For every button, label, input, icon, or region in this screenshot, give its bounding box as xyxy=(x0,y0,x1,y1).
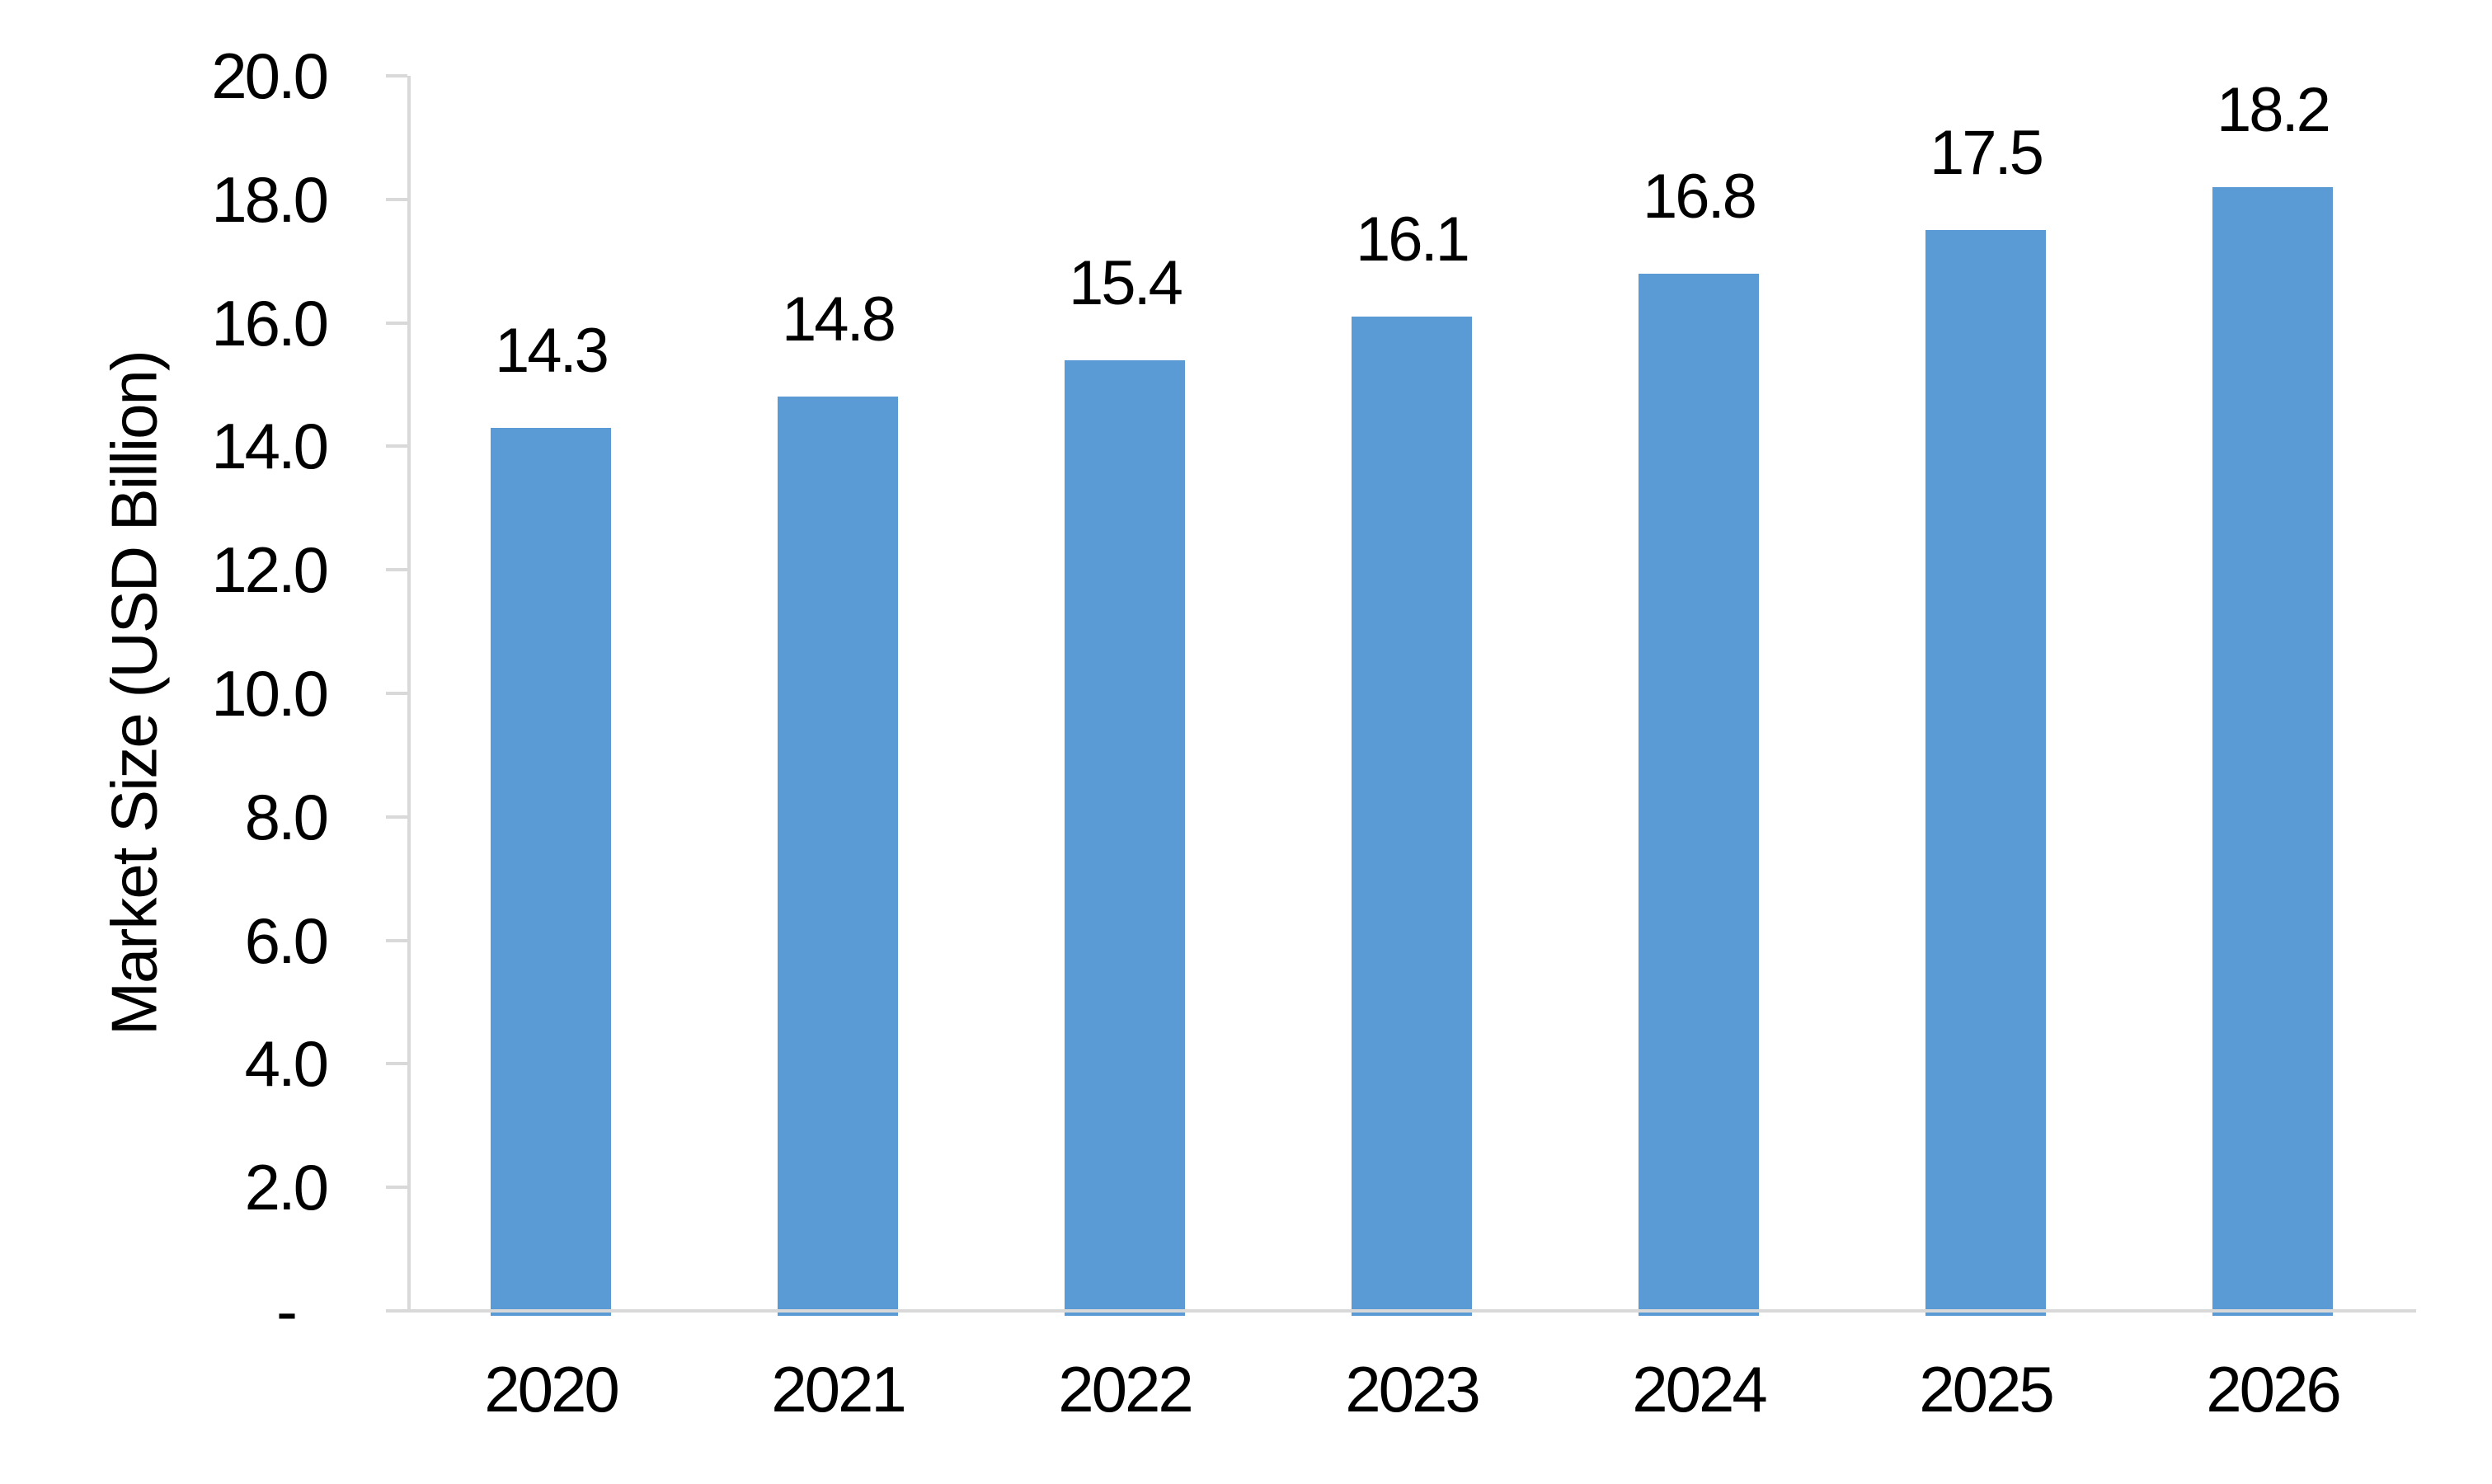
category-slot: 17.5 2025 xyxy=(1842,76,2129,1421)
y-tick-mark xyxy=(386,1062,407,1066)
bar-value-label: 17.5 xyxy=(1930,118,2044,189)
bar xyxy=(1065,359,1185,1316)
y-axis-title: Market Size (USD Billion) xyxy=(97,351,171,1036)
category-slot: 16.8 2024 xyxy=(1555,76,1842,1421)
bar xyxy=(1925,230,2046,1316)
x-category-label: 2026 xyxy=(2206,1353,2342,1425)
bar xyxy=(1352,317,1472,1316)
y-tick-label: - xyxy=(276,1275,298,1347)
bar-value-label: 14.3 xyxy=(495,315,609,386)
category-slot: 16.1 2023 xyxy=(1268,76,1555,1421)
y-tick-label: 8.0 xyxy=(244,780,329,853)
y-tick-mark xyxy=(386,938,407,942)
x-category-label: 2024 xyxy=(1632,1353,1768,1425)
category-slot: 18.2 2026 xyxy=(2129,74,2416,1421)
y-tick-mark xyxy=(386,197,407,201)
bar xyxy=(1639,273,1759,1316)
y-tick-label: 2.0 xyxy=(244,1151,329,1224)
y-tick-mark xyxy=(386,568,407,572)
plot-area: -2.0 4.0 6.0 8.0 10.0 12.0 14.0 16.0 18.0 20.0 14.… xyxy=(211,44,2416,1421)
x-category-label: 2022 xyxy=(1058,1353,1194,1425)
y-tick-label: 16.0 xyxy=(211,286,329,359)
bar-value-label: 16.1 xyxy=(1356,204,1470,275)
y-tick-label: 6.0 xyxy=(244,904,329,977)
y-tick-mark xyxy=(386,74,407,77)
y-tick-label: 4.0 xyxy=(244,1027,329,1101)
bar xyxy=(778,397,898,1316)
y-tick-mark xyxy=(386,692,407,695)
y-tick-mark xyxy=(386,444,407,448)
bar-value-label: 18.2 xyxy=(2217,74,2331,145)
x-category-label: 2023 xyxy=(1345,1353,1481,1425)
y-tick-mark xyxy=(386,815,407,819)
y-tick-label: 10.0 xyxy=(211,657,329,730)
y-tick-label: 20.0 xyxy=(211,40,329,112)
bar-value-label: 15.4 xyxy=(1069,247,1183,318)
bar xyxy=(491,427,611,1316)
bar-value-label: 16.8 xyxy=(1643,161,1757,232)
x-category-label: 2021 xyxy=(771,1353,907,1425)
category-slot: 15.4 2022 xyxy=(981,76,1268,1421)
y-tick-label: 18.0 xyxy=(211,162,329,236)
y-tick-mark xyxy=(386,321,407,325)
category-slot: 14.8 2021 xyxy=(694,76,981,1421)
y-axis-line xyxy=(407,76,411,1313)
y-tick-label: 12.0 xyxy=(211,533,329,607)
category-slot: 14.3 2020 xyxy=(407,76,694,1421)
x-category-label: 2025 xyxy=(1919,1353,2055,1425)
bar xyxy=(2212,186,2333,1316)
x-category-label: 2020 xyxy=(484,1353,620,1425)
y-tick-label: 14.0 xyxy=(211,410,329,483)
bar-value-label: 14.8 xyxy=(782,284,896,355)
x-axis-line xyxy=(386,1309,2416,1313)
y-tick-mark xyxy=(386,1186,407,1190)
